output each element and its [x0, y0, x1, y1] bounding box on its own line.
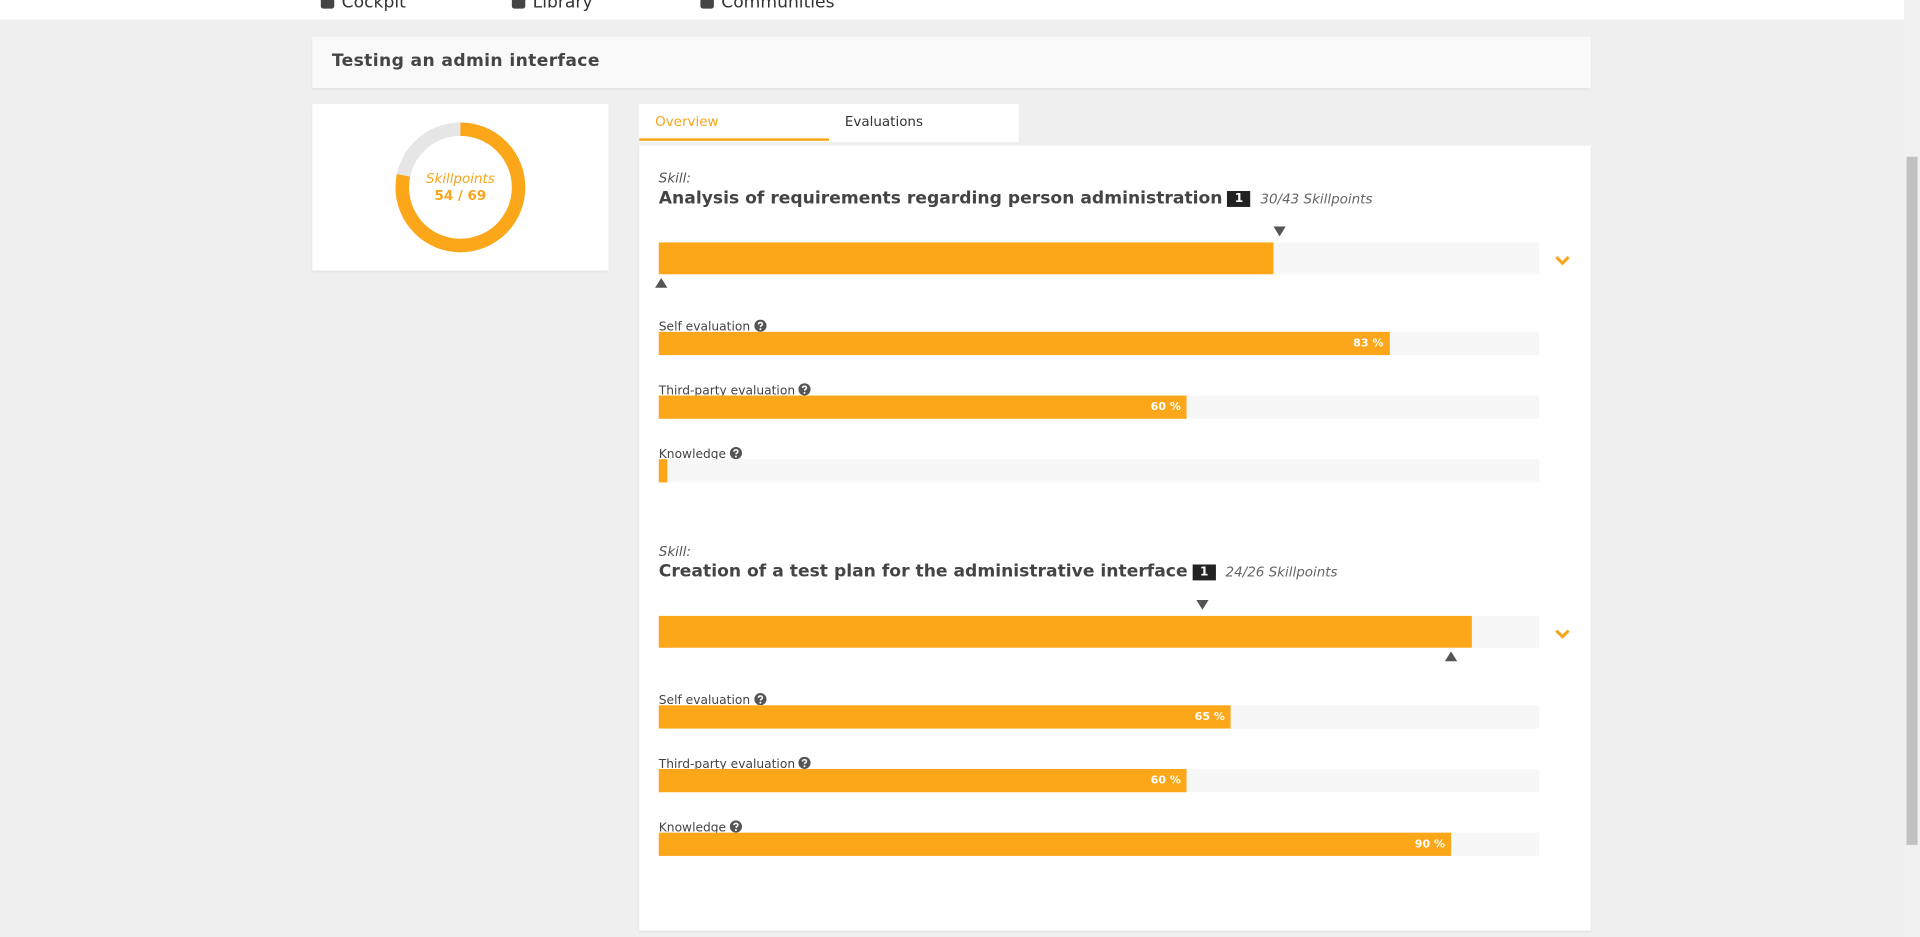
help-glyph: [802, 758, 808, 765]
skill-name: Creation of a test plan for the administ…: [658, 562, 1188, 582]
eval-bar: 60 %: [658, 768, 1188, 793]
chevron: [1555, 629, 1570, 639]
skill-level: 1: [1192, 564, 1216, 581]
skill-track: [658, 242, 1540, 275]
skill-heading: Analysis of requirements regarding perso…: [659, 189, 1373, 209]
help-dot: [758, 701, 761, 704]
eval-value: 60 %: [1150, 774, 1181, 787]
help-icon: [729, 820, 743, 833]
skill-points: 24/26 Skillpoints: [1225, 564, 1338, 581]
help-dot: [734, 455, 737, 458]
eval-track: [658, 459, 1540, 483]
help-glyph: [733, 449, 739, 455]
page-title: Testing an admin interface: [331, 51, 600, 72]
eval-value: 90 %: [1414, 838, 1446, 851]
expand-toggle[interactable]: [1554, 255, 1571, 267]
eval-bar: [658, 459, 668, 483]
tabs: Overview Evaluations: [639, 104, 1019, 143]
eval-label: Third-party evaluation: [658, 756, 812, 772]
eval-name: Third-party evaluation: [658, 757, 796, 772]
skill-track: [658, 615, 1540, 648]
help-icon: [798, 383, 812, 396]
eval-name: Self evaluation: [658, 320, 751, 335]
tab[interactable]: Overview: [639, 104, 829, 141]
help-glyph: [757, 695, 763, 701]
eval-label: Knowledge: [658, 820, 743, 836]
nav-icon: [320, 0, 335, 9]
nav-item[interactable]: Communities: [700, 0, 835, 13]
help-dot: [803, 765, 806, 768]
help-glyph: [802, 385, 808, 391]
donut: Skillpoints 54 / 69: [395, 122, 526, 253]
skill-bar: [658, 242, 1274, 275]
eval-track: 60 %: [658, 768, 1540, 793]
scrollbar-thumb: [1906, 156, 1918, 845]
nav-label: Cockpit: [341, 0, 406, 13]
help-dot: [803, 391, 806, 394]
chevron: [1555, 256, 1570, 266]
skill-label: Skill:: [658, 170, 691, 187]
eval-bar: 60 %: [658, 395, 1188, 419]
help-icon: [753, 693, 767, 706]
donut-value: 54 / 69: [435, 189, 487, 204]
help-dot: [734, 828, 737, 831]
eval-track: 90 %: [658, 832, 1540, 856]
marker-bottom: [1444, 651, 1458, 662]
skill-points: 30/43 Skillpoints: [1260, 191, 1373, 207]
skill-bar: [658, 615, 1472, 648]
help-glyph: [733, 822, 739, 829]
eval-label: Self evaluation: [658, 693, 767, 708]
nav-label: Library: [532, 0, 593, 13]
eval-name: Knowledge: [658, 821, 727, 836]
scrollbar: [1904, 0, 1920, 937]
top-nav: Cockpit Library Communities: [0, 0, 1905, 20]
eval-label: Knowledge: [658, 446, 743, 462]
skills-card: Skill: Analysis of requirements regarding…: [639, 145, 1591, 931]
donut-label: Skillpoints: [426, 172, 495, 187]
skill-label: Skill:: [658, 543, 691, 560]
summary-card: Skillpoints 54 / 69: [312, 104, 609, 271]
help-dot: [758, 328, 761, 331]
eval-track: 60 %: [658, 395, 1540, 419]
eval-value: 65 %: [1194, 710, 1225, 724]
skill-heading: Creation of a test plan for the administ…: [659, 562, 1338, 582]
eval-value: 60 %: [1150, 401, 1181, 414]
eval-bar: 83 %: [658, 331, 1390, 356]
skill-name: Analysis of requirements regarding perso…: [658, 188, 1223, 209]
eval-track: 65 %: [658, 705, 1540, 729]
eval-name: Third-party evaluation: [658, 384, 796, 398]
nav-label: Communities: [721, 0, 835, 13]
help-icon: [729, 446, 743, 460]
eval-track: 83 %: [658, 331, 1540, 356]
help-glyph: [757, 321, 763, 328]
help-icon: [753, 319, 767, 332]
donut-arc: [395, 122, 526, 253]
nav-icon: [700, 0, 714, 9]
nav-icon: [511, 0, 526, 9]
marker-top: [1273, 226, 1286, 237]
eval-name: Knowledge: [658, 448, 727, 462]
marker-top: [1196, 600, 1209, 610]
eval-name: Self evaluation: [658, 694, 751, 708]
marker-bottom: [655, 277, 668, 288]
eval-label: Self evaluation: [658, 319, 767, 335]
skill-level: 1: [1227, 191, 1251, 207]
eval-value: 83 %: [1353, 337, 1384, 350]
nav-item[interactable]: Library: [511, 0, 593, 13]
nav-item[interactable]: Cockpit: [320, 0, 406, 13]
expand-toggle[interactable]: [1554, 628, 1571, 640]
tab[interactable]: Evaluations: [844, 113, 923, 130]
help-icon: [798, 756, 812, 769]
header-card: Testing an admin interface: [312, 36, 1591, 89]
eval-bar: 90 %: [658, 832, 1452, 856]
eval-label: Third-party evaluation: [658, 383, 812, 398]
eval-bar: 65 %: [658, 705, 1232, 729]
